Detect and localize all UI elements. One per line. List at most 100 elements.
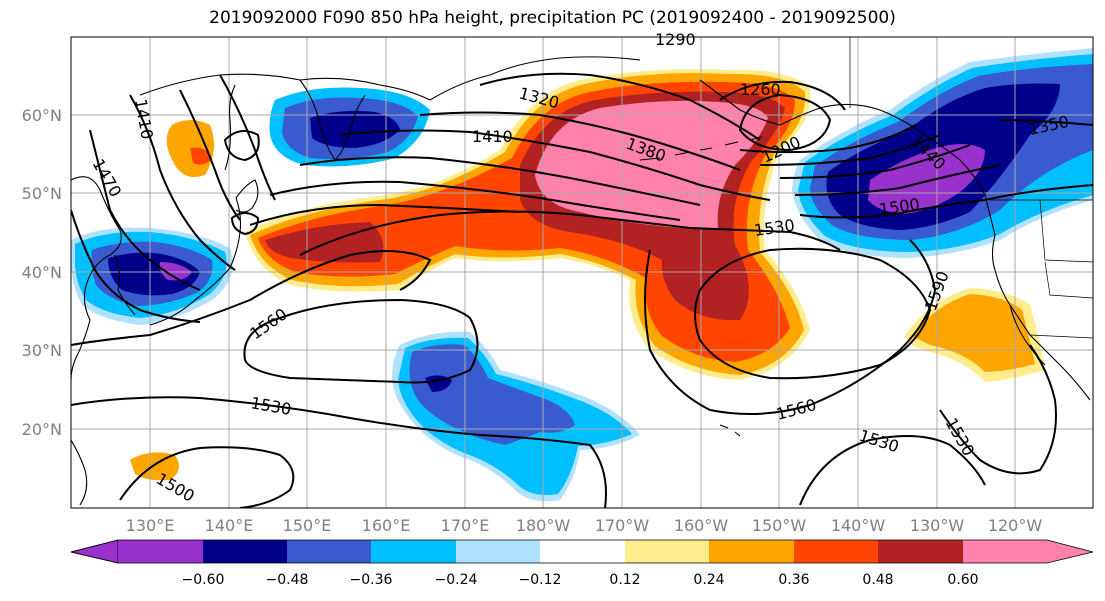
korea-coast: [114, 254, 136, 316]
latitude-labels: 60°N 50°N 40°N 30°N 20°N: [22, 106, 62, 439]
colorbar-tick-label: 0.36: [778, 572, 809, 588]
siberia-coast: [429, 56, 641, 101]
colorbar-segment: [878, 540, 963, 563]
map-title: 2019092000 F090 850 hPa height, precipit…: [209, 8, 896, 28]
lon-label: 150°E: [283, 516, 332, 535]
hawaii-islands: [719, 424, 741, 437]
contour-1380-alaska: [739, 124, 916, 154]
alaska-west-coast: [699, 79, 821, 126]
colorbar-tick-label: 0.60: [947, 572, 978, 588]
lat-label: 40°N: [22, 263, 62, 282]
contour-1380-west: [219, 74, 276, 201]
contour-1440-west: [129, 94, 236, 271]
colorbar-tick-label: −0.24: [435, 572, 478, 588]
lon-label: 130°W: [910, 516, 965, 535]
contour-1530-central: [299, 210, 841, 256]
pc-positive-baja-core: [912, 294, 1035, 372]
pc-negative-subtropical-3: [409, 344, 575, 445]
contour-1380-north: [419, 111, 741, 171]
colorbar-tick-label: −0.12: [519, 572, 562, 588]
contour-1500-north: [249, 203, 521, 226]
colorbar: −0.60 −0.48 −0.36 −0.24 −0.12 0.12 0.24 …: [70, 539, 1094, 588]
colorbar-tick-label: 0.12: [609, 572, 640, 588]
colorbar-segment: [287, 540, 371, 563]
contour-1440-alaska: [779, 144, 971, 179]
contour-1440-north: [299, 156, 701, 206]
lon-label: 170°W: [595, 516, 650, 535]
colorbar-segment: [70, 539, 119, 564]
colorbar-tick-label: −0.36: [350, 572, 393, 588]
contour-1290-ring: [738, 93, 832, 152]
colorbar-segment: [963, 540, 1047, 563]
contour-1590-east: [694, 247, 932, 380]
map-frame: [70, 36, 1094, 509]
contour-1260-north: [719, 80, 846, 111]
philippines-coast: [71, 439, 88, 506]
contour-label: 1410: [472, 127, 513, 146]
contour-label: 1290: [655, 30, 696, 49]
contour-1320-north: [479, 72, 761, 141]
contour-1410-north: [339, 129, 771, 201]
lat-label: 50°N: [22, 184, 62, 203]
lon-label: 180°W: [516, 516, 571, 535]
contour-1560-east: [644, 239, 937, 415]
pc-positive-0-60-band: [535, 100, 768, 229]
colorbar-segment: [203, 540, 287, 563]
lon-label: 160°E: [362, 516, 411, 535]
contour-1410-west: [179, 89, 241, 221]
colorbar-segment: [371, 540, 456, 563]
lat-label: 60°N: [22, 106, 62, 125]
contour-1530-south: [71, 396, 607, 508]
contour-1410-alaska: [759, 134, 941, 166]
colorbar-tick-label: 0.48: [862, 572, 893, 588]
contour-1470-north: [269, 180, 681, 221]
colorbar-segment: [118, 540, 203, 563]
contour-low-small: [230, 212, 260, 236]
contour-1350-east: [999, 119, 1093, 126]
okhotsk-coast: [139, 73, 431, 101]
contour-1470-alaska: [794, 164, 1001, 196]
lon-label: 130°E: [126, 516, 175, 535]
lon-label: 170°E: [441, 516, 490, 535]
contour-1560-west: [71, 250, 432, 346]
colorbar-segment: [709, 540, 794, 563]
colorbar-tick-label: −0.48: [266, 572, 309, 588]
pc-negative-okhotsk-core: [310, 110, 400, 148]
contour-1530-far-east: [939, 344, 1057, 475]
contour-1530-southeast: [799, 435, 986, 506]
contour-1500-south: [119, 446, 295, 508]
borders: [849, 37, 1093, 339]
asia-coast: [71, 176, 122, 381]
contour-label: 1260: [740, 80, 781, 99]
contour-1470-west: [89, 129, 201, 291]
colorbar-outline: [70, 539, 1094, 564]
colorbar-segment: [625, 540, 709, 563]
longitude-labels: 130°E 140°E 150°E 160°E 170°E 180°W 170°…: [126, 516, 1043, 535]
height-contours: [71, 72, 1093, 508]
lon-label: 120°W: [988, 516, 1043, 535]
colorbar-segment: [456, 540, 540, 563]
pc-negative-alaska-core: [868, 144, 985, 214]
pc-negative-japan-4: [108, 252, 200, 296]
lon-label: 160°W: [674, 516, 729, 535]
alaska-south-coast: [819, 103, 986, 196]
colorbar-tick-label: −0.60: [182, 572, 225, 588]
pc-negative-japan-core: [159, 262, 192, 281]
lon-label: 150°W: [752, 516, 807, 535]
lat-label: 20°N: [22, 420, 62, 439]
sakhalin-coast: [224, 84, 236, 171]
aleutians: [639, 136, 763, 161]
japan-coast: [149, 197, 242, 326]
colorbar-segment: [540, 540, 625, 563]
colorbar-segment: [794, 540, 878, 563]
contour-1500-west: [71, 209, 201, 323]
lat-label: 30°N: [22, 341, 62, 360]
lon-label: 140°W: [831, 516, 886, 535]
contour-1560-ring: [243, 298, 479, 384]
contour-1500-alaska: [799, 184, 1093, 219]
colorbar-segment: [1047, 540, 1093, 563]
pc-positive-kuril-core: [190, 147, 212, 165]
lon-label: 140°E: [205, 516, 254, 535]
contour-low-small-2: [223, 130, 260, 162]
